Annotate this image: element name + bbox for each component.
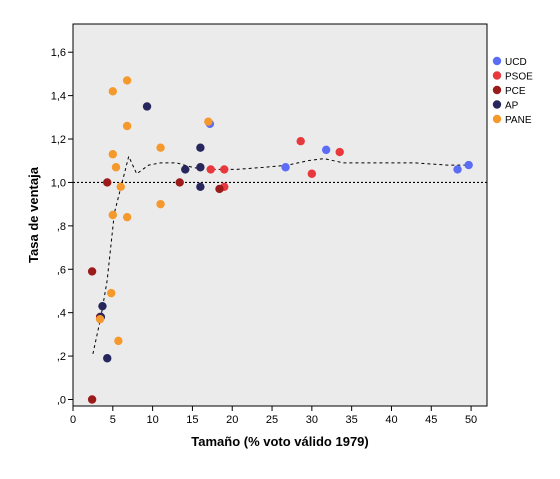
x-tick-label: 35 bbox=[346, 414, 358, 426]
data-point-psoe bbox=[335, 147, 344, 157]
y-tick-label: 1,4 bbox=[51, 91, 66, 103]
legend-label-pane: PANE bbox=[505, 115, 532, 126]
data-point-ap bbox=[196, 182, 205, 191]
fit-line-group bbox=[92, 154, 469, 355]
y-tick-label: 1,0 bbox=[51, 177, 66, 189]
x-tick-label: 20 bbox=[226, 414, 238, 426]
x-tick-label: 0 bbox=[70, 414, 76, 426]
x-tick-label: 30 bbox=[306, 414, 318, 426]
data-point-pane bbox=[204, 117, 213, 126]
data-point-ap bbox=[196, 143, 205, 152]
x-tick-label: 10 bbox=[146, 414, 158, 426]
data-point-psoe bbox=[296, 137, 305, 146]
axis-ticks: 0 5 10 15 20 25 30 35 40 45 50 ,0 ,2 ,4 ,6 ,8 1,0 1,2 1,4 1… bbox=[51, 47, 477, 426]
data-point-pce bbox=[87, 395, 97, 404]
data-point-pane bbox=[108, 87, 118, 96]
x-axis-title: Tamaño (% voto válido 1979) bbox=[191, 434, 368, 449]
data-point-pane bbox=[156, 143, 165, 152]
legend-label-psoe: PSOE bbox=[505, 72, 533, 83]
legend-marker-ap bbox=[492, 100, 502, 109]
legend-marker-pce bbox=[492, 85, 502, 95]
data-point-psoe bbox=[307, 169, 317, 178]
data-point-pane bbox=[108, 210, 118, 220]
data-point-ucd bbox=[321, 145, 331, 155]
data-point-psoe bbox=[220, 165, 229, 174]
data-point-pane bbox=[107, 288, 116, 298]
x-tick-label: 40 bbox=[385, 414, 397, 426]
data-point-ap bbox=[103, 354, 112, 363]
legend-label-pce: PCE bbox=[505, 86, 526, 97]
data-point-pane bbox=[116, 182, 125, 191]
y-axis-title: Tasa de ventaja bbox=[26, 166, 41, 263]
x-tick-label: 45 bbox=[425, 414, 437, 426]
data-point-pane bbox=[95, 314, 105, 324]
data-point-pce bbox=[87, 267, 97, 276]
data-point-ap bbox=[181, 165, 190, 174]
y-tick-label: ,0 bbox=[57, 394, 66, 406]
fit-line bbox=[92, 154, 469, 355]
x-tick-label: 5 bbox=[110, 414, 116, 426]
data-point-pane bbox=[122, 212, 132, 222]
legend: UCD PSOE PCE AP PANE bbox=[492, 56, 533, 126]
data-point-ap bbox=[142, 102, 152, 111]
legend-label-ucd: UCD bbox=[505, 57, 527, 68]
data-point-ucd bbox=[281, 163, 290, 172]
y-tick-label: ,4 bbox=[57, 308, 66, 320]
data-point-pane bbox=[114, 336, 123, 346]
data-point-pane bbox=[122, 76, 132, 85]
y-tick-label: ,2 bbox=[57, 351, 66, 363]
data-point-ap bbox=[196, 163, 205, 172]
y-tick-label: 1,2 bbox=[51, 134, 66, 146]
y-tick-label: ,8 bbox=[57, 221, 66, 233]
x-tick-label: 50 bbox=[465, 414, 477, 426]
data-point-ap bbox=[98, 301, 107, 311]
data-point-ucd bbox=[453, 165, 462, 174]
legend-marker-psoe bbox=[492, 71, 502, 80]
x-tick-label: 25 bbox=[266, 414, 278, 426]
legend-marker-pane bbox=[492, 114, 502, 124]
data-point-pane bbox=[156, 199, 165, 209]
plot-area bbox=[72, 23, 488, 407]
data-point-pce bbox=[175, 178, 184, 187]
data-point-pane bbox=[122, 121, 132, 131]
data-point-pce bbox=[215, 184, 224, 194]
data-point-ucd bbox=[464, 160, 473, 170]
legend-marker-ucd bbox=[492, 56, 502, 66]
data-point-psoe bbox=[206, 165, 215, 174]
x-tick-label: 15 bbox=[186, 414, 198, 426]
legend-label-ap: AP bbox=[505, 101, 519, 112]
y-tick-label: ,6 bbox=[57, 264, 66, 276]
data-point-pce bbox=[103, 178, 112, 187]
y-tick-label: 1,6 bbox=[51, 47, 66, 59]
data-point-pane bbox=[108, 150, 118, 159]
data-points bbox=[87, 76, 473, 404]
data-point-pane bbox=[111, 163, 121, 172]
